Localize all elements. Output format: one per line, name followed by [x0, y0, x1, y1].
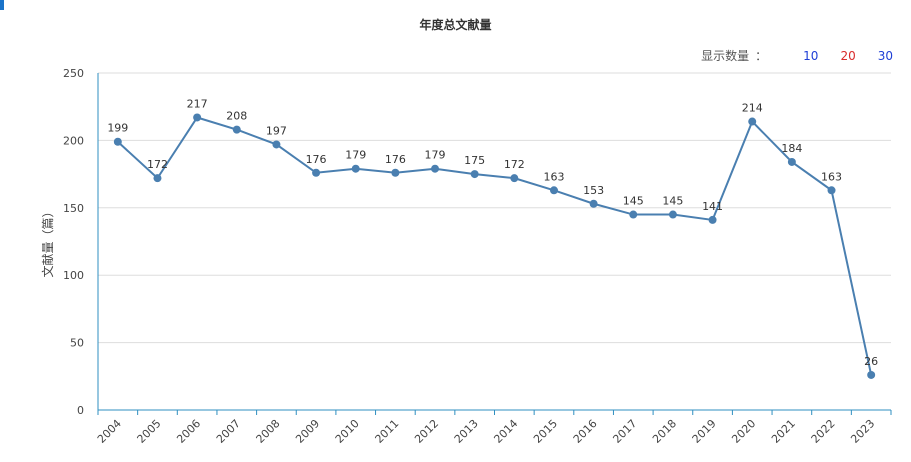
data-label-2004: 199 — [107, 122, 128, 135]
x-tick-label-2019: 2019 — [690, 417, 719, 446]
data-point-2006 — [193, 113, 202, 122]
display-count-option-30[interactable]: 30 — [877, 48, 893, 63]
x-tick-label-2011: 2011 — [373, 417, 402, 446]
corner-accent — [0, 0, 4, 10]
x-tick-label-2017: 2017 — [610, 417, 639, 446]
series-line — [117, 116, 873, 376]
x-tick-label-2014: 2014 — [491, 417, 520, 446]
data-point-2022 — [827, 186, 836, 195]
data-point-2013 — [470, 170, 479, 179]
data-label-2007: 208 — [226, 110, 247, 123]
x-tick-label-2005: 2005 — [135, 417, 164, 446]
y-tick-label-150: 150 — [63, 202, 84, 215]
data-point-2020 — [748, 117, 757, 126]
data-label-2017: 145 — [623, 195, 644, 208]
data-label-2014: 172 — [504, 158, 525, 171]
display-count-label: 显示数量 — [701, 49, 750, 63]
data-point-2010 — [351, 164, 360, 173]
chart-title: 年度总文献量 — [419, 18, 492, 32]
display-count-separator: ： — [755, 49, 768, 63]
x-tick-label-2012: 2012 — [412, 417, 441, 446]
data-label-2020: 214 — [742, 102, 763, 115]
data-point-2009 — [312, 168, 321, 177]
x-tick-label-2020: 2020 — [729, 417, 758, 446]
data-label-2012: 179 — [425, 149, 446, 162]
data-point-2019 — [708, 215, 717, 224]
data-point-2015 — [549, 186, 558, 195]
data-point-2011 — [391, 168, 400, 177]
data-label-2009: 176 — [306, 153, 327, 166]
data-point-2018 — [668, 210, 677, 219]
data-label-2008: 197 — [266, 124, 287, 137]
x-tick-label-2023: 2023 — [848, 417, 877, 446]
y-tick-label-50: 50 — [70, 337, 84, 350]
data-label-2022: 163 — [821, 170, 842, 183]
y-tick-label-250: 250 — [63, 67, 84, 80]
x-tick-label-2018: 2018 — [650, 417, 679, 446]
display-count-option-10[interactable]: 10 — [803, 48, 819, 63]
data-label-2023: 26 — [864, 355, 878, 368]
data-point-2007 — [232, 125, 241, 134]
data-label-2021: 184 — [781, 142, 802, 155]
y-tick-label-0: 0 — [77, 404, 84, 417]
data-label-2010: 179 — [345, 149, 366, 162]
data-point-2016 — [589, 199, 598, 208]
y-tick-label-100: 100 — [63, 269, 84, 282]
data-label-2006: 217 — [187, 97, 208, 110]
data-label-2013: 175 — [464, 154, 485, 167]
display-count-option-20[interactable]: 20 — [840, 48, 856, 63]
x-tick-label-2022: 2022 — [809, 417, 838, 446]
data-point-2004 — [113, 137, 122, 146]
x-tick-label-2013: 2013 — [452, 417, 481, 446]
data-point-2008 — [272, 140, 281, 149]
data-label-2011: 176 — [385, 153, 406, 166]
data-point-2023 — [867, 370, 876, 379]
data-label-2019: 141 — [702, 200, 723, 213]
x-tick-label-2015: 2015 — [531, 417, 560, 446]
x-tick-label-2010: 2010 — [333, 417, 362, 446]
x-tick-label-2004: 2004 — [95, 417, 124, 446]
data-label-2005: 172 — [147, 158, 168, 171]
data-label-2018: 145 — [662, 195, 683, 208]
data-point-2021 — [787, 157, 796, 166]
display-count-switcher: 显示数量 ： 10 20 30 — [701, 47, 893, 64]
y-axis-title: 文献量（篇） — [40, 205, 55, 277]
data-point-2012 — [431, 164, 440, 173]
data-label-2015: 163 — [543, 170, 564, 183]
data-point-2017 — [629, 210, 638, 219]
data-label-2016: 153 — [583, 184, 604, 197]
x-tick-label-2008: 2008 — [254, 417, 283, 446]
x-tick-label-2021: 2021 — [769, 417, 798, 446]
x-tick-label-2016: 2016 — [571, 417, 600, 446]
data-point-2014 — [510, 174, 519, 183]
data-point-2005 — [153, 174, 162, 183]
x-tick-label-2009: 2009 — [293, 417, 322, 446]
y-tick-label-200: 200 — [63, 134, 84, 147]
x-tick-label-2006: 2006 — [174, 417, 203, 446]
x-tick-label-2007: 2007 — [214, 417, 243, 446]
